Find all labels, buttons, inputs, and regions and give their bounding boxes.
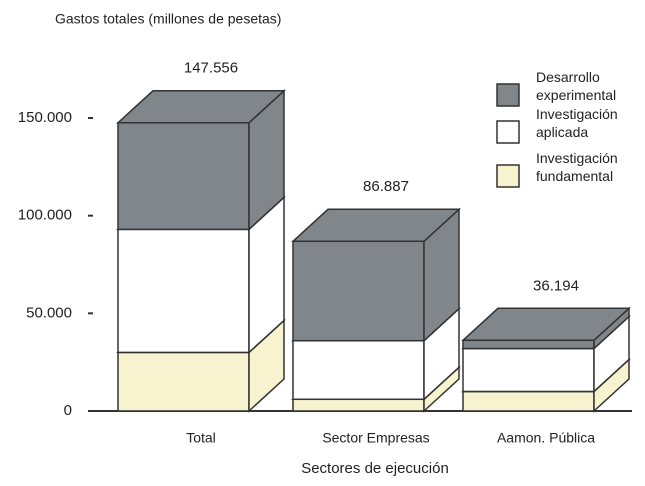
chart-title: Gastos totales (millones de pesetas): [55, 11, 281, 27]
y-tick-label: 150.000: [18, 109, 72, 126]
total-label: 147.556: [184, 60, 238, 77]
bar-top: [116, 90, 286, 124]
x-tick-label: Total: [186, 430, 216, 446]
legend-label: Desarrollo experimental: [536, 69, 617, 103]
y-tick-label: 0: [64, 402, 72, 419]
bar-front: [292, 240, 425, 342]
y-tick-label: 50.000: [26, 304, 72, 321]
legend-label: Investigación fundamental: [536, 150, 618, 184]
bar-front: [462, 339, 595, 350]
bar-top: [461, 307, 631, 342]
y-tick-label: 100.000: [18, 207, 72, 224]
bar-front: [292, 339, 425, 401]
bar-front: [117, 228, 250, 354]
total-label: 86.887: [363, 178, 409, 195]
legend-label: Investigación aplicada: [536, 106, 618, 140]
legend-swatch: [496, 83, 520, 107]
x-tick-label: Sector Empresas: [322, 430, 429, 446]
x-axis-label: Sectores de ejecución: [301, 460, 449, 477]
total-label: 36.194: [533, 277, 579, 294]
bar-front: [292, 398, 425, 412]
bar-front: [462, 347, 595, 393]
bar-top: [291, 208, 461, 243]
legend-swatch: [496, 120, 520, 144]
bar-front: [117, 351, 250, 412]
bar-front: [462, 390, 595, 412]
x-tick-label: Aamon. Pública: [497, 430, 595, 446]
legend-swatch: [496, 164, 520, 188]
bar-front: [117, 122, 250, 231]
